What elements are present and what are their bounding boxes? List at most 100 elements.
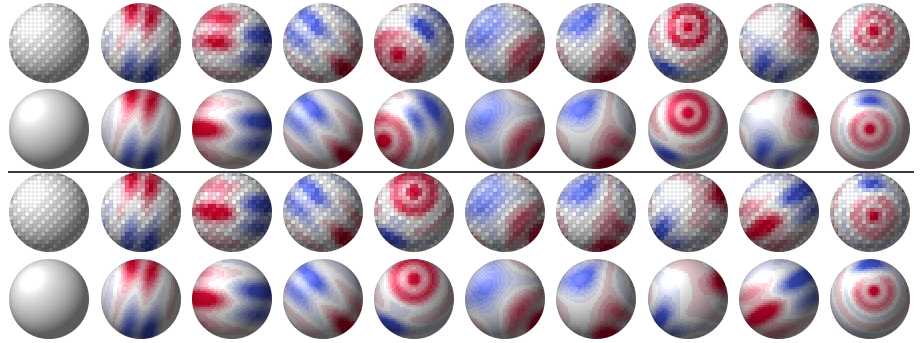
sphere-cell	[35, 117, 38, 120]
sphere-cell	[133, 91, 136, 94]
sphere-cell	[65, 137, 68, 140]
sphere-cell	[57, 111, 60, 114]
sphere-cell	[55, 107, 58, 110]
sphere-cell	[125, 109, 128, 112]
sphere-cell	[15, 107, 18, 110]
sphere-cell	[165, 99, 168, 102]
sphere-cell	[81, 127, 84, 130]
sphere-cell	[39, 139, 42, 142]
sphere-cell	[167, 99, 170, 102]
sphere-cell	[47, 109, 50, 112]
sphere-cell	[45, 99, 48, 102]
sphere-cell	[151, 105, 154, 108]
sphere-cell	[123, 93, 126, 96]
sphere-cell	[11, 137, 14, 140]
sphere-cell	[49, 95, 52, 98]
sphere-cell	[17, 141, 20, 144]
sphere-cell	[15, 115, 18, 118]
sphere-cell	[17, 153, 20, 156]
sphere-cell	[160, 74, 166, 80]
sphere-cell	[51, 157, 54, 160]
sphere-cell	[21, 115, 24, 118]
sphere-cell	[19, 105, 22, 108]
sphere-cell	[119, 101, 122, 104]
sphere-cell	[69, 95, 72, 98]
sphere-cell	[153, 107, 156, 110]
sphere-cell	[35, 149, 38, 152]
sphere-cell	[77, 141, 80, 144]
sphere-cell	[39, 165, 42, 168]
sphere-cell	[15, 105, 18, 108]
sphere-cell	[17, 121, 20, 124]
sphere-cell	[171, 107, 174, 110]
sphere-cell	[49, 101, 52, 104]
sphere-cell	[51, 89, 54, 92]
sphere-cell	[55, 165, 58, 168]
sphere-cell	[169, 109, 172, 112]
sphere-cell	[43, 163, 46, 166]
sphere-cell	[532, 66, 538, 72]
sphere-cell	[65, 129, 68, 132]
sphere-cell	[127, 95, 130, 98]
sphere-cell	[17, 135, 20, 138]
sphere-cell	[41, 103, 44, 106]
sphere-cell	[67, 135, 70, 138]
sphere-cell	[27, 137, 30, 140]
sphere-cell	[153, 101, 156, 104]
sphere-cell	[123, 105, 126, 108]
sphere-cell	[31, 159, 34, 162]
sphere-cell	[51, 161, 54, 164]
sphere-cell	[77, 155, 80, 158]
sphere-cell	[55, 99, 58, 102]
sphere-cell	[15, 149, 18, 152]
sphere-cell	[57, 95, 60, 98]
sphere-cell	[69, 153, 72, 156]
sphere-cell	[65, 153, 68, 156]
sphere-cell	[45, 147, 48, 150]
sphere-cell	[71, 97, 74, 100]
sphere-cell	[61, 103, 64, 106]
sphere-cell	[51, 143, 54, 146]
sphere-cell	[35, 157, 38, 160]
sphere-cell	[25, 107, 28, 110]
sphere-cell	[123, 95, 126, 98]
sphere-cell	[67, 139, 70, 142]
sphere-cell	[25, 115, 28, 118]
sphere-cell	[149, 109, 152, 112]
sphere-cell	[165, 103, 168, 106]
sphere-cell	[65, 127, 68, 130]
sphere-cell	[47, 163, 50, 166]
sphere-cell	[63, 159, 66, 162]
sphere-cell	[21, 99, 24, 102]
sphere-cell	[49, 93, 52, 96]
sphere-cell	[23, 161, 26, 164]
sphere-cell	[23, 99, 26, 102]
sphere-cell	[53, 139, 56, 142]
sphere-cell	[43, 141, 46, 144]
sphere-cell	[57, 153, 60, 156]
sphere-cell	[43, 123, 46, 126]
sphere-cell	[41, 149, 44, 152]
sphere-cell	[55, 135, 58, 138]
sphere-cell	[121, 95, 124, 98]
sphere-cell	[9, 131, 12, 134]
sphere-cell	[19, 143, 22, 146]
sphere-cell	[65, 119, 68, 122]
sphere-cell	[25, 145, 28, 148]
sphere-cell	[39, 93, 42, 96]
sphere-cell	[11, 139, 14, 142]
sphere-cell	[47, 155, 50, 158]
sphere-cell	[35, 91, 38, 94]
sphere-cell	[29, 129, 32, 132]
sphere-cell	[83, 123, 86, 126]
sphere-cell	[31, 97, 34, 100]
sphere-cell	[115, 111, 118, 114]
sphere-cell	[55, 145, 58, 148]
sphere-cell	[35, 103, 38, 106]
sphere-cell	[31, 99, 34, 102]
sphere-cell	[139, 93, 142, 96]
sphere-cell	[23, 121, 26, 124]
sphere-cell	[81, 147, 84, 150]
sphere-cell	[33, 91, 36, 94]
sphere-cell	[43, 161, 46, 164]
